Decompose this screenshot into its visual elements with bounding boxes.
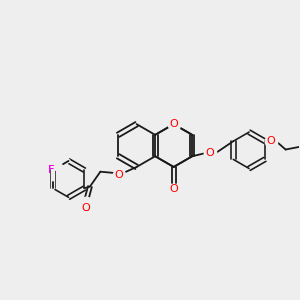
Text: F: F <box>48 165 55 175</box>
Text: O: O <box>169 184 178 194</box>
Text: O: O <box>81 203 90 213</box>
Text: O: O <box>169 119 178 129</box>
Text: O: O <box>206 148 214 158</box>
Text: O: O <box>206 148 214 158</box>
Text: O: O <box>266 136 275 146</box>
Text: O: O <box>114 170 123 180</box>
Text: O: O <box>114 170 123 180</box>
Text: O: O <box>81 203 90 213</box>
Text: O: O <box>266 136 275 146</box>
Text: F: F <box>48 165 55 175</box>
